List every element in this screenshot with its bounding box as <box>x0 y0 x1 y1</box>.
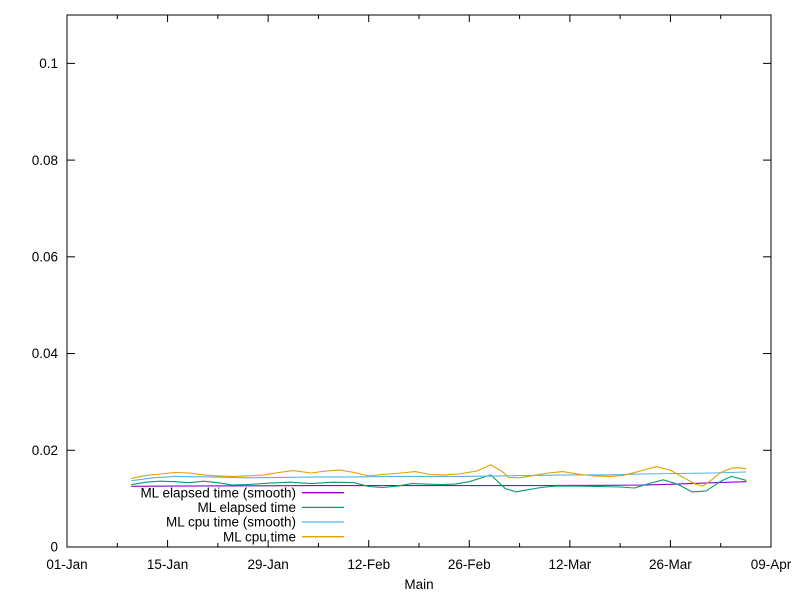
y-tick-label: 0.02 <box>32 443 58 458</box>
plot-border <box>66 14 772 548</box>
legend-label-ml-cpu-time-smooth: ML cpu time (smooth) <box>166 515 296 530</box>
axis-tick-labels: 01-Jan 15-Jan 29-Jan 12-Feb 26-Feb 12-Mar 26-M… <box>32 56 792 572</box>
legend: ML elapsed time (smooth)ML elapsed timeM… <box>140 485 344 544</box>
x-axis-title: Main <box>404 577 433 592</box>
series-line-ml-elapsed-time <box>131 474 747 493</box>
y-tick-label: 0.04 <box>32 346 59 361</box>
legend-label-ml-cpu-time: ML cpu time <box>223 529 296 544</box>
series-line-ml-cpu-time-smooth <box>131 471 747 482</box>
x-tick-label: 15-Jan <box>147 557 188 572</box>
x-tick-label: 12-Feb <box>347 557 390 572</box>
y-tick-label: 0.06 <box>32 250 58 265</box>
series-line-ml-elapsed-time-smooth <box>131 481 747 487</box>
x-tick-label: 09-Apr <box>751 557 792 572</box>
x-tick-label: 26-Mar <box>649 557 692 572</box>
legend-label-ml-elapsed-time-smooth: ML elapsed time (smooth) <box>140 485 296 500</box>
x-tick-label: 26-Feb <box>448 557 491 572</box>
series-line-ml-cpu-time <box>131 464 747 487</box>
x-tick-label: 29-Jan <box>248 557 289 572</box>
axis-ticks <box>66 15 772 548</box>
series-lines <box>131 464 747 493</box>
y-tick-label: 0.08 <box>32 153 58 168</box>
y-tick-label: 0.1 <box>39 56 58 71</box>
x-tick-label: 12-Mar <box>548 557 591 572</box>
x-tick-label: 01-Jan <box>46 557 87 572</box>
y-tick-label: 0 <box>50 540 58 555</box>
legend-label-ml-elapsed-time: ML elapsed time <box>197 500 296 515</box>
